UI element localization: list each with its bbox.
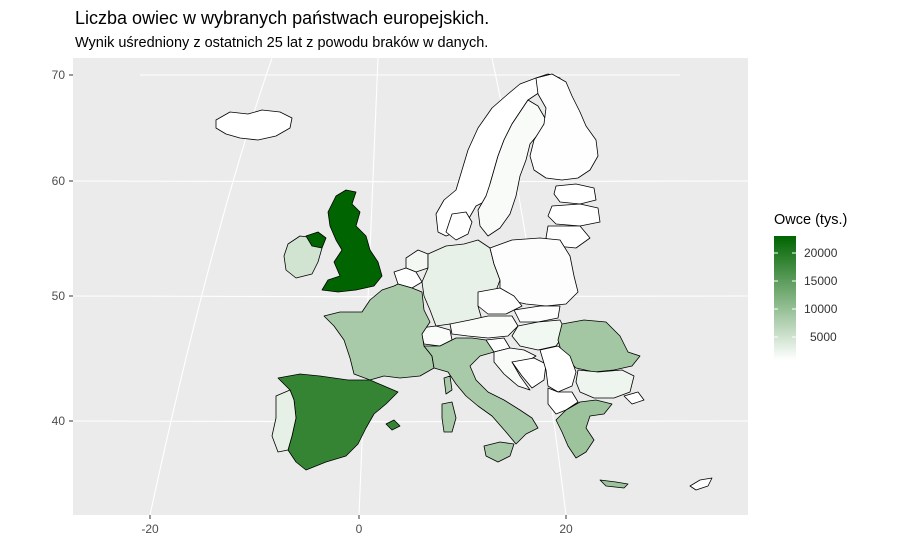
country-iceland[interactable]	[215, 109, 293, 141]
country-balkans-sw[interactable]	[547, 387, 579, 415]
country-slovakia[interactable]	[513, 305, 561, 323]
grid-lon-m20	[149, 58, 273, 515]
x-axis: -20 0 20	[141, 515, 573, 536]
y-tick-label: 50	[52, 289, 66, 303]
legend-label: 20000	[804, 246, 838, 260]
country-sardinia[interactable]	[441, 401, 457, 433]
legend-label: 15000	[804, 274, 838, 288]
country-balearic[interactable]	[385, 419, 401, 431]
chart-subtitle: Wynik uśredniony z ostatnich 25 lat z po…	[75, 35, 489, 51]
country-germany[interactable]	[421, 239, 501, 327]
country-italy[interactable]	[423, 337, 539, 445]
country-estonia[interactable]	[553, 183, 597, 205]
y-tick-label: 70	[52, 68, 66, 82]
x-tick-label: 0	[356, 522, 363, 536]
y-axis: 40 50 60 70	[52, 68, 73, 428]
y-tick-label: 40	[52, 414, 66, 428]
country-northern-ireland[interactable]	[305, 231, 327, 249]
country-sicily[interactable]	[483, 441, 515, 463]
legend-colorbar	[774, 236, 796, 360]
legend-label: 5000	[810, 330, 837, 344]
y-tick-label: 60	[52, 174, 66, 188]
countries	[215, 73, 713, 491]
country-crete[interactable]	[599, 479, 629, 489]
country-denmark[interactable]	[445, 211, 473, 241]
x-tick-label: 20	[559, 522, 573, 536]
country-turkey-piece[interactable]	[623, 391, 645, 405]
country-cyprus[interactable]	[689, 477, 713, 491]
country-bosnia[interactable]	[511, 357, 547, 389]
country-austria[interactable]	[449, 315, 519, 339]
country-portugal[interactable]	[271, 389, 297, 453]
grid-lat-40	[73, 420, 748, 423]
legend: 20000 15000 10000 5000	[774, 236, 838, 360]
country-united-kingdom[interactable]	[321, 189, 383, 293]
x-tick-label: -20	[141, 522, 159, 536]
country-finland[interactable]	[529, 73, 599, 181]
country-greece[interactable]	[555, 399, 613, 459]
country-croatia[interactable]	[493, 347, 537, 391]
country-serbia[interactable]	[539, 345, 577, 393]
country-latvia[interactable]	[547, 203, 601, 227]
country-france[interactable]	[323, 283, 435, 381]
legend-title: Owce (tys.)	[774, 212, 848, 228]
chart-title: Liczba owiec w wybranych państwach europ…	[75, 8, 490, 28]
country-corsica[interactable]	[443, 375, 453, 395]
country-poland[interactable]	[489, 237, 579, 307]
country-hungary[interactable]	[511, 319, 567, 351]
country-bulgaria[interactable]	[575, 369, 635, 399]
legend-label: 10000	[804, 302, 838, 316]
country-sweden[interactable]	[477, 99, 547, 237]
grid-lat-60	[73, 180, 748, 183]
